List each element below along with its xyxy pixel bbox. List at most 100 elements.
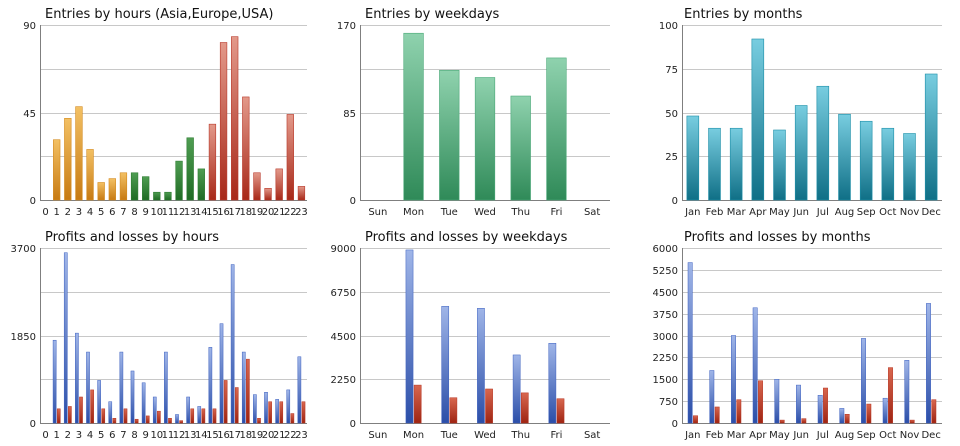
x-tick-label: Jun xyxy=(792,430,809,441)
x-tick-label: 11 xyxy=(162,430,175,441)
profit-bar xyxy=(275,399,279,424)
x-tick-label: Jan xyxy=(684,207,700,218)
profit-bar xyxy=(709,370,715,424)
chart-title: Entries by hours (Asia,Europe,USA) xyxy=(45,7,273,22)
x-tick-label: 6 xyxy=(109,430,115,441)
x-tick-label: Mar xyxy=(727,207,747,218)
y-tick-label: 1850 xyxy=(11,332,36,343)
x-tick-label: 14 xyxy=(195,430,208,441)
bar xyxy=(510,95,531,201)
loss-bar xyxy=(112,418,117,424)
y-tick-label: 4500 xyxy=(331,332,356,343)
x-tick-label: 13 xyxy=(184,430,197,441)
x-tick-label: 16 xyxy=(217,207,230,218)
bar xyxy=(264,188,272,201)
y-tick-label: 5250 xyxy=(653,266,678,277)
profit-bar xyxy=(63,252,68,424)
x-tick-label: 0 xyxy=(42,430,48,441)
x-tick-label: Nov xyxy=(900,207,920,218)
chart-title: Entries by weekdays xyxy=(365,7,500,22)
y-tick-label: 0 xyxy=(30,196,36,207)
loss-bar xyxy=(257,418,261,424)
profit-bar xyxy=(75,332,79,424)
y-tick-label: 2250 xyxy=(331,375,356,386)
x-tick-label: Feb xyxy=(706,430,724,441)
x-tick-label: Sun xyxy=(368,207,387,218)
profit-bar xyxy=(241,351,246,424)
x-tick-label: 20 xyxy=(262,207,275,218)
loss-bar xyxy=(888,367,893,424)
loss-bar xyxy=(823,387,828,424)
y-tick-label: 750 xyxy=(659,397,678,408)
y-tick-label: 0 xyxy=(672,419,678,430)
bar xyxy=(546,57,567,201)
y-tick-label: 3000 xyxy=(653,332,678,343)
x-tick-label: 9 xyxy=(143,430,149,441)
x-tick-label: 8 xyxy=(131,430,137,441)
x-tick-label: Aug xyxy=(835,430,855,441)
profit-bar xyxy=(119,351,124,424)
loss-bar xyxy=(234,387,239,424)
loss-bar xyxy=(485,388,493,424)
bar xyxy=(253,172,261,201)
chart-title: Profits and losses by months xyxy=(684,230,871,245)
x-tick-label: 6 xyxy=(109,207,115,218)
x-tick-label: Sat xyxy=(584,207,600,218)
chart-title: Profits and losses by hours xyxy=(45,230,219,245)
profit-bar xyxy=(405,249,414,424)
x-tick-label: Feb xyxy=(706,207,724,218)
x-tick-label: 17 xyxy=(228,430,241,441)
bar xyxy=(119,172,128,201)
profit-bar xyxy=(152,396,157,424)
x-tick-label: Sun xyxy=(368,430,387,441)
y-tick-label: 6750 xyxy=(331,288,356,299)
bar xyxy=(297,186,306,201)
x-tick-label: 16 xyxy=(217,430,230,441)
x-tick-label: 14 xyxy=(195,207,208,218)
x-tick-label: Jan xyxy=(684,430,700,441)
profit-bar xyxy=(219,323,224,424)
x-tick-label: Apr xyxy=(749,430,767,441)
loss-bar xyxy=(290,413,295,424)
bar xyxy=(53,139,61,201)
profit-bar xyxy=(477,308,485,424)
loss-bar xyxy=(556,398,565,424)
loss-bar xyxy=(520,392,529,424)
x-tick-label: 11 xyxy=(162,207,175,218)
bar xyxy=(729,127,743,201)
x-tick-label: Thu xyxy=(510,207,530,218)
loss-bar xyxy=(90,389,94,424)
loss-bar xyxy=(279,401,284,424)
x-tick-label: 7 xyxy=(120,430,126,441)
loss-bar xyxy=(179,420,183,424)
loss-bar xyxy=(449,397,458,424)
profit-bar xyxy=(441,306,450,424)
profit-bar xyxy=(687,262,693,424)
y-tick-label: 0 xyxy=(350,196,356,207)
bar xyxy=(242,96,250,201)
profit-bar xyxy=(186,396,190,424)
chart-title: Profits and losses by weekdays xyxy=(365,230,568,245)
y-tick-label: 85 xyxy=(343,109,356,120)
x-tick-label: 9 xyxy=(143,207,149,218)
bar xyxy=(686,115,700,201)
y-tick-label: 3750 xyxy=(653,310,678,321)
x-tick-label: Mon xyxy=(403,207,424,218)
x-tick-label: Wed xyxy=(474,430,496,441)
y-tick-label: 0 xyxy=(672,196,678,207)
x-tick-label: 12 xyxy=(173,430,186,441)
y-tick-label: 50 xyxy=(665,109,678,120)
profit-bar xyxy=(253,394,257,424)
bar xyxy=(838,113,851,201)
bar xyxy=(142,176,150,201)
y-tick-label: 100 xyxy=(659,21,678,32)
x-tick-label: 5 xyxy=(98,207,104,218)
loss-bar xyxy=(301,401,306,424)
x-tick-label: 23 xyxy=(295,430,308,441)
profit-bar xyxy=(731,335,736,424)
profit-bar xyxy=(882,397,888,424)
x-tick-label: 15 xyxy=(206,430,219,441)
x-tick-label: Apr xyxy=(749,207,767,218)
x-tick-label: 4 xyxy=(87,207,93,218)
x-tick-label: Mar xyxy=(727,430,747,441)
